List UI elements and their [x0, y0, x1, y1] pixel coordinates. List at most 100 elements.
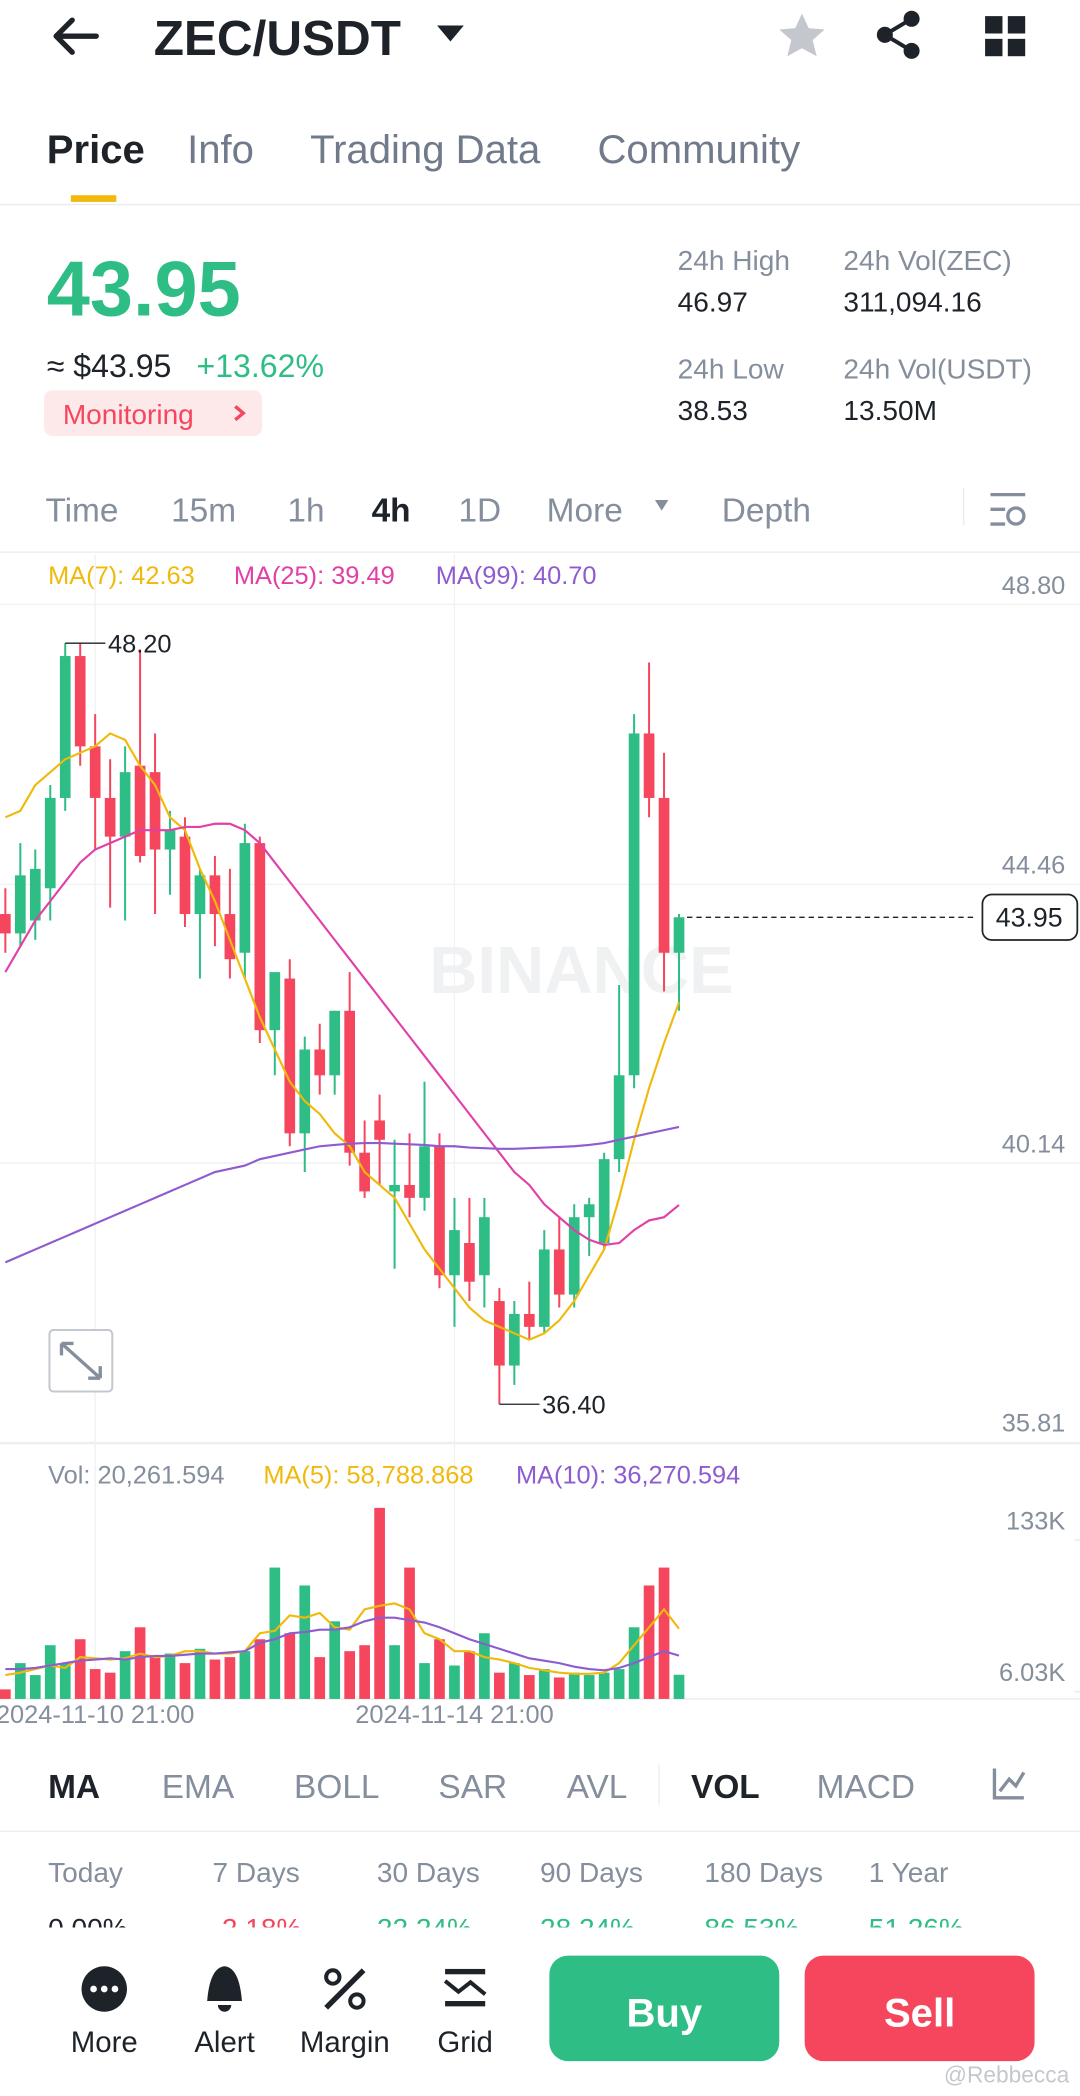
tab[interactable]: Trading Data [310, 128, 541, 172]
volume-bar [464, 1651, 475, 1699]
volume-bar [434, 1639, 445, 1699]
perf-label: 7 Days [213, 1857, 300, 1888]
candle-body [344, 1010, 356, 1153]
perf-label: 1 Year [869, 1857, 949, 1888]
ma-legend: MA(25): 39.49 [234, 562, 395, 590]
pair-title[interactable]: ZEC/USDT [154, 11, 401, 66]
candle-body [673, 917, 685, 953]
indicator-tab[interactable]: AVL [567, 1769, 628, 1806]
back-button[interactable] [53, 17, 99, 55]
candle-body [523, 1313, 535, 1327]
candle-body [74, 656, 86, 747]
stat-value: 38.53 [678, 395, 748, 426]
monitoring-pill[interactable] [44, 390, 262, 436]
candle-body [29, 868, 41, 921]
interval-tab[interactable]: 1D [458, 492, 501, 529]
candle-body [89, 746, 101, 798]
sell-label[interactable]: Sell [884, 1991, 955, 2035]
perf-label: 180 Days [704, 1857, 823, 1888]
grid-icon[interactable] [985, 16, 1026, 57]
volume-bar [0, 1689, 11, 1699]
candle-body [538, 1249, 550, 1327]
candle-body [224, 914, 236, 960]
x-tick-label: 2024-11-14 21:00 [355, 1701, 553, 1729]
perf-label: 30 Days [377, 1857, 480, 1888]
volume-bar [59, 1663, 71, 1699]
candle-body [613, 1075, 625, 1160]
perf-label: Today [48, 1857, 123, 1888]
volume-bar [508, 1663, 520, 1699]
volume-legend: Vol: 20,261.594 [48, 1462, 224, 1490]
indicator-tab[interactable]: VOL [691, 1769, 760, 1806]
pair-dropdown[interactable] [437, 25, 464, 42]
candle-body [104, 797, 116, 837]
volume-bar [29, 1675, 41, 1699]
extreme-label: 36.40 [542, 1392, 606, 1420]
tab[interactable]: Price [47, 128, 145, 172]
candle-body [434, 1146, 445, 1276]
volume-bar [329, 1621, 341, 1699]
grid-bot-icon[interactable] [443, 1968, 487, 2007]
volume-bar [299, 1585, 311, 1699]
interval-tab[interactable]: Time [45, 492, 118, 529]
share-icon[interactable] [876, 10, 920, 59]
nav-label[interactable]: Alert [194, 2026, 254, 2059]
volume-bar [523, 1675, 535, 1699]
stat-label: 24h Vol(USDT) [843, 353, 1032, 384]
indicator-tab[interactable]: SAR [438, 1769, 507, 1806]
interval-tab[interactable]: More [547, 492, 623, 529]
margin-icon[interactable] [324, 1968, 366, 2010]
volume-bar [254, 1639, 266, 1699]
nav-label[interactable]: More [71, 2026, 138, 2059]
volume-bar [284, 1633, 296, 1699]
volume-bar [314, 1657, 326, 1699]
candle-body [598, 1159, 610, 1244]
indicator-tab[interactable]: BOLL [294, 1769, 379, 1806]
volume-bar [134, 1627, 146, 1699]
candle-body [553, 1249, 565, 1295]
ma-line [4, 1125, 680, 1264]
candle-body [299, 1049, 311, 1134]
candle-body [658, 797, 670, 953]
candle-body [508, 1313, 520, 1366]
candle-body [479, 1217, 490, 1276]
expand-button[interactable] [48, 1329, 114, 1393]
volume-bar [389, 1645, 400, 1699]
volume-bar [449, 1665, 460, 1699]
indicator-settings[interactable] [992, 1768, 1026, 1800]
favorite-star[interactable] [779, 13, 825, 57]
volume-bar [568, 1672, 580, 1699]
candle-body [374, 1120, 385, 1140]
alert-icon[interactable] [207, 1966, 242, 2012]
interval-tab[interactable]: 4h [372, 492, 411, 529]
tab-indicator [70, 195, 117, 202]
tab[interactable]: Info [187, 128, 254, 172]
indicator-tab[interactable]: MACD [817, 1769, 915, 1806]
chart-watermark: BINANCE [429, 934, 733, 1008]
volume-bar [538, 1669, 550, 1699]
volume-bar [239, 1651, 251, 1699]
interval-tab[interactable]: Depth [722, 492, 811, 529]
candle-body [0, 914, 11, 934]
interval-tab[interactable]: 15m [171, 492, 236, 529]
ma-legend: MA(10): 36,270.594 [516, 1462, 740, 1490]
interval-tab[interactable]: 1h [287, 492, 324, 529]
buy-button[interactable] [549, 1955, 780, 2062]
candle-body [149, 772, 161, 850]
buy-label[interactable]: Buy [626, 1991, 702, 2035]
monitoring-label[interactable]: Monitoring [63, 399, 194, 430]
candle-body [164, 830, 176, 850]
tab[interactable]: Community [597, 128, 800, 172]
indicator-tab[interactable]: MA [48, 1769, 100, 1806]
nav-label[interactable]: Grid [437, 2026, 493, 2059]
chart-settings-icon[interactable] [990, 492, 1026, 526]
extreme-label: 48.20 [108, 631, 171, 659]
y-tick-label: 133K [1006, 1507, 1065, 1535]
nav-label[interactable]: Margin [300, 2026, 390, 2059]
candle-body [194, 875, 206, 915]
volume-bar [164, 1653, 176, 1699]
sell-button[interactable] [804, 1955, 1035, 2062]
stat-label: 24h High [678, 245, 790, 276]
more-dropdown[interactable] [654, 499, 669, 511]
indicator-tab[interactable]: EMA [162, 1769, 235, 1806]
